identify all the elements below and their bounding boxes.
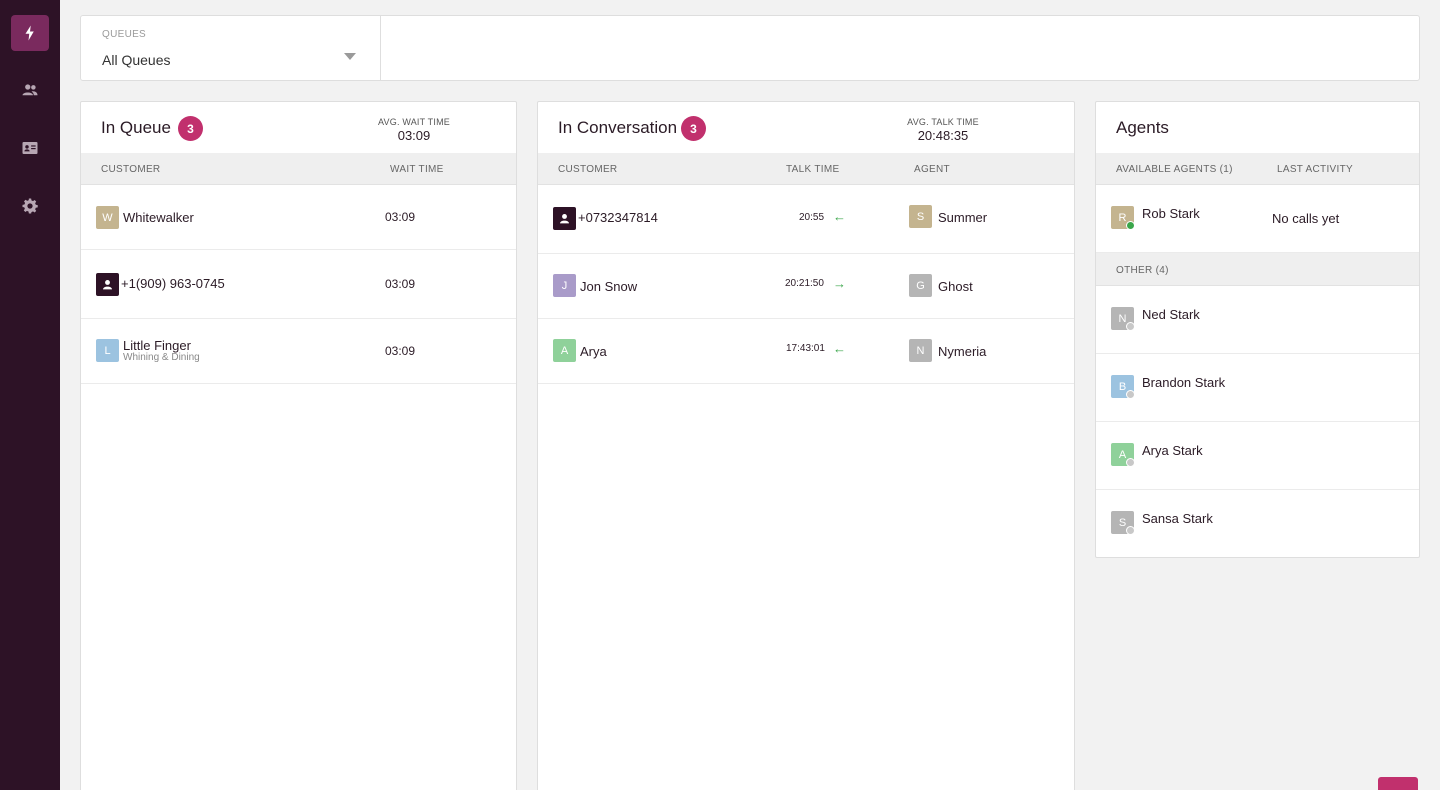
status-dot (1126, 458, 1135, 467)
column-header-agent: AGENT (914, 164, 950, 175)
id-card-icon (22, 142, 38, 154)
wait-time: 03:09 (385, 344, 416, 358)
agent-name: Ghost (938, 279, 973, 294)
agent-row[interactable]: N Ned Stark (1096, 286, 1419, 354)
nav-agents[interactable] (11, 72, 49, 108)
agent-name: Nymeria (938, 344, 987, 359)
table-row[interactable]: W Whitewalker 03:09 (81, 185, 516, 250)
panel-title: In Queue (101, 118, 171, 137)
status-dot (1126, 322, 1135, 331)
column-header-talk-time: TALK TIME (786, 164, 840, 175)
table-header: CUSTOMER TALK TIME AGENT (538, 153, 1074, 185)
table-header: AVAILABLE AGENTS (1) LAST ACTIVITY (1096, 153, 1419, 185)
queue-select-label: QUEUES (102, 29, 147, 40)
panel-title: In Conversation (558, 118, 678, 137)
talk-time: 20:55 (799, 212, 825, 223)
agent-name: Rob Stark (1142, 206, 1200, 221)
agent-row[interactable]: B Brandon Stark (1096, 354, 1419, 422)
table-header: CUSTOMER WAIT TIME (81, 153, 516, 185)
avatar: W (96, 206, 119, 229)
queue-select-value: All Queues (102, 52, 171, 68)
agent-avatar: S (909, 205, 932, 228)
status-dot (1126, 526, 1135, 535)
last-activity: No calls yet (1272, 211, 1340, 226)
avg-wait-label: AVG. WAIT TIME (378, 117, 450, 127)
table-row[interactable]: A Arya 17:43:01 ← N Nymeria (538, 319, 1074, 384)
table-row[interactable]: +1(909) 963-0745 03:09 (81, 250, 516, 319)
table-row[interactable]: J Jon Snow 20:21:50 → G Ghost (538, 254, 1074, 319)
sidebar (0, 0, 60, 790)
nav-contacts[interactable] (11, 130, 49, 166)
inbound-arrow-icon: ← (833, 341, 846, 356)
person-icon (560, 214, 569, 224)
agent-row[interactable]: S Sansa Stark (1096, 490, 1419, 557)
nav-live-dashboard[interactable] (11, 15, 49, 51)
customer-name: +1(909) 963-0745 (121, 276, 225, 291)
other-agents-label: OTHER (4) (1116, 265, 1169, 276)
talk-time: 20:21:50 (785, 278, 824, 289)
customer-name: Little Finger (123, 338, 191, 353)
customer-name: Jon Snow (580, 279, 638, 294)
people-icon (22, 84, 38, 96)
wait-time: 03:09 (385, 277, 416, 291)
agent-name: Ned Stark (1142, 307, 1200, 322)
status-dot (1126, 221, 1135, 230)
avg-talk-value: 20:48:35 (917, 128, 969, 143)
nav-settings[interactable] (11, 188, 49, 224)
talk-time: 17:43:01 (786, 343, 825, 354)
customer-name: +0732347814 (578, 210, 658, 225)
in-conversation-panel: In Conversation 3 AVG. TALK TIME 20:48:3… (537, 101, 1075, 790)
agent-avatar: N (909, 339, 932, 362)
other-agents-header: OTHER (4) (1096, 253, 1419, 286)
customer-company: Whining & Dining (123, 352, 200, 363)
outbound-arrow-icon: → (833, 276, 846, 291)
agent-avatar: G (909, 274, 932, 297)
customer-name: Arya (580, 344, 607, 359)
panel-title: Agents (1116, 118, 1169, 137)
contact-avatar (96, 273, 119, 296)
contact-avatar (553, 207, 576, 230)
agent-name: Summer (938, 210, 988, 225)
customer-name: Whitewalker (123, 210, 194, 225)
last-activity-label: LAST ACTIVITY (1277, 164, 1353, 175)
in-queue-panel: In Queue 3 AVG. WAIT TIME 03:09 CUSTOMER… (80, 101, 517, 790)
avg-talk-time: AVG. TALK TIME 20:48:35 (898, 117, 988, 143)
column-header-customer: CUSTOMER (101, 164, 161, 175)
agents-panel: Agents AVAILABLE AGENTS (1) LAST ACTIVIT… (1095, 101, 1420, 558)
wait-time: 03:09 (385, 210, 416, 224)
avg-wait-value: 03:09 (397, 128, 431, 143)
available-agents-label: AVAILABLE AGENTS (1) (1116, 164, 1233, 175)
queue-select[interactable]: QUEUES All Queues (81, 16, 381, 80)
queue-count-badge: 3 (178, 116, 203, 141)
column-header-customer: CUSTOMER (558, 164, 618, 175)
avg-wait-time: AVG. WAIT TIME 03:09 (371, 117, 457, 143)
table-row[interactable]: L Little Finger Whining & Dining 03:09 (81, 319, 516, 384)
avatar: L (96, 339, 119, 362)
gear-icon (22, 198, 38, 214)
status-dot (1126, 390, 1135, 399)
bolt-icon (25, 25, 34, 41)
avatar: A (553, 339, 576, 362)
person-icon (103, 280, 112, 290)
avg-talk-label: AVG. TALK TIME (907, 117, 979, 127)
filter-bar: QUEUES All Queues (80, 15, 1420, 81)
conversation-count-badge: 3 (681, 116, 706, 141)
agent-name: Arya Stark (1142, 443, 1203, 458)
inbound-arrow-icon: ← (833, 209, 846, 224)
column-header-wait-time: WAIT TIME (390, 164, 444, 175)
chevron-down-icon (344, 53, 356, 60)
table-row[interactable]: +0732347814 20:55 ← S Summer (538, 185, 1074, 254)
agent-row[interactable]: R Rob Stark No calls yet (1096, 185, 1419, 253)
agent-name: Brandon Stark (1142, 375, 1226, 390)
avatar: J (553, 274, 576, 297)
floating-action-button[interactable] (1378, 777, 1418, 790)
agent-name: Sansa Stark (1142, 511, 1213, 526)
agent-row[interactable]: A Arya Stark (1096, 422, 1419, 490)
